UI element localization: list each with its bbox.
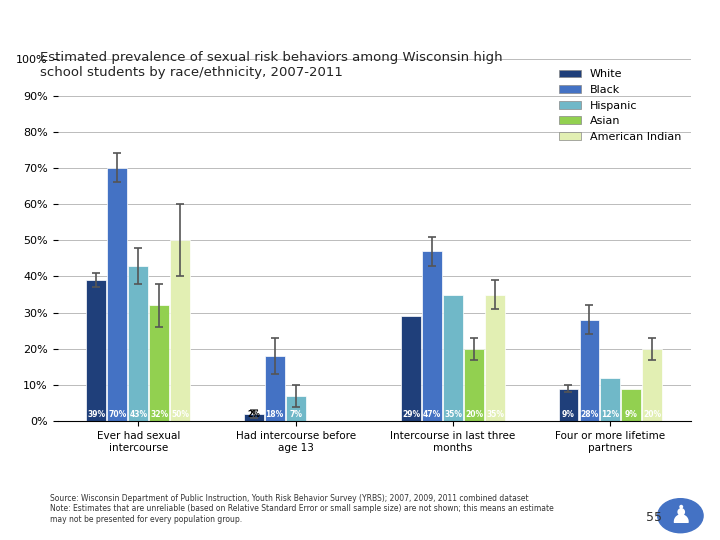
Text: 28%: 28% <box>580 410 598 420</box>
Text: 9%: 9% <box>625 410 638 420</box>
Bar <box>401 316 421 421</box>
Text: ♟: ♟ <box>669 504 692 528</box>
Bar <box>286 396 306 421</box>
Bar <box>422 251 442 421</box>
Text: 39%: 39% <box>87 410 105 420</box>
Bar <box>642 349 662 421</box>
Bar <box>464 349 484 421</box>
Circle shape <box>658 499 703 532</box>
Bar <box>485 295 505 421</box>
Text: 2%: 2% <box>247 410 260 420</box>
Text: BLACK POPULATION: BLACK POPULATION <box>7 11 163 24</box>
Text: 35%: 35% <box>444 410 462 420</box>
Bar <box>265 356 284 421</box>
Bar <box>621 389 642 421</box>
Text: Estimated prevalence of sexual risk behaviors among Wisconsin high
school studen: Estimated prevalence of sexual risk beha… <box>40 51 503 79</box>
Bar <box>128 266 148 421</box>
Text: 12%: 12% <box>601 410 619 420</box>
Bar <box>107 168 127 421</box>
Bar <box>171 240 190 421</box>
Text: 7%: 7% <box>289 410 302 420</box>
Text: 70%: 70% <box>108 410 127 420</box>
Text: 35%: 35% <box>486 410 504 420</box>
Bar <box>559 389 578 421</box>
Text: 9%: 9% <box>562 410 575 420</box>
Text: 32%: 32% <box>150 410 168 420</box>
Legend: White, Black, Hispanic, Asian, American Indian: White, Black, Hispanic, Asian, American … <box>554 65 685 146</box>
Text: 20%: 20% <box>644 410 662 420</box>
Bar <box>149 306 169 421</box>
Text: 18%: 18% <box>266 410 284 420</box>
Text: 50%: 50% <box>171 410 189 420</box>
Text: 55: 55 <box>647 511 662 524</box>
Text: 29%: 29% <box>402 410 420 420</box>
Text: 43%: 43% <box>130 410 148 420</box>
Bar <box>580 320 600 421</box>
Text: Reproductive and sexual health: Reproductive and sexual health <box>464 11 713 24</box>
Text: 47%: 47% <box>423 410 441 420</box>
Bar <box>86 280 107 421</box>
Bar <box>443 295 463 421</box>
Bar <box>600 378 621 421</box>
Text: 20%: 20% <box>465 410 483 420</box>
Text: Source: Wisconsin Department of Public Instruction, Youth Risk Behavior Survey (: Source: Wisconsin Department of Public I… <box>50 494 554 524</box>
Bar <box>244 414 264 421</box>
